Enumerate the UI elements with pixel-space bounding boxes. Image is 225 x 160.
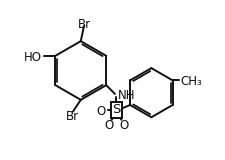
Text: O: O bbox=[96, 105, 105, 118]
Text: CH₃: CH₃ bbox=[181, 75, 202, 88]
Text: O: O bbox=[105, 119, 114, 132]
Text: Br: Br bbox=[65, 110, 79, 123]
Text: Br: Br bbox=[78, 18, 91, 31]
Text: S: S bbox=[112, 103, 121, 116]
Text: HO: HO bbox=[24, 51, 42, 64]
Text: O: O bbox=[119, 119, 128, 132]
Text: NH: NH bbox=[118, 89, 135, 102]
